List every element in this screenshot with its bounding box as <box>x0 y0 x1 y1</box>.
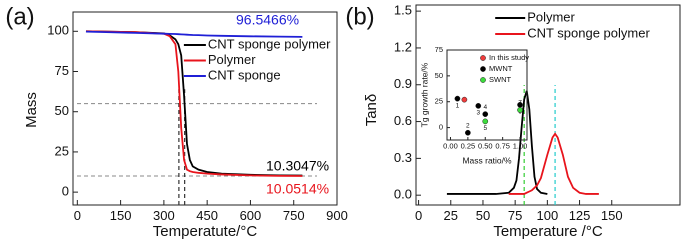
series-line <box>446 90 548 195</box>
y-tick-label: 100 <box>47 23 69 38</box>
point-label: 7 <box>518 100 522 107</box>
y-axis-title: Tanδ <box>363 94 380 127</box>
annotation: 10.3047% <box>266 158 329 174</box>
plot-frame <box>446 49 528 141</box>
x-tick-label: 75 <box>508 208 522 223</box>
legend-label: Polymer <box>527 9 575 24</box>
x-tick-label: 0 <box>74 208 81 223</box>
x-tick-label: 25 <box>444 208 458 223</box>
legend-label: Polymer <box>208 52 256 67</box>
legend-label: In this study <box>489 53 529 62</box>
scatter-point <box>465 129 471 136</box>
x-tick-label: 100 <box>537 208 559 223</box>
scatter-point <box>475 103 482 109</box>
x-tick-label: 0 <box>415 208 422 223</box>
scatter-point <box>482 111 489 117</box>
annotation: 96.5466% <box>236 12 299 28</box>
y-tick-label: 1.5 <box>394 3 412 18</box>
annotation: 10.0514% <box>266 181 329 197</box>
x-tick-label: 300 <box>153 208 175 223</box>
x-axis-title: Temperature /°C <box>493 223 603 240</box>
y-tick-label: 0.0 <box>394 187 412 202</box>
point-label: 4 <box>483 104 487 111</box>
y-axis-title: Tg growth rate/% <box>419 62 429 127</box>
y-tick-label: 0.9 <box>394 76 412 91</box>
legend-swatch <box>480 55 486 61</box>
y-tick-label: 0.3 <box>394 150 412 165</box>
point-label: 3 <box>476 110 480 117</box>
y-tick-label: 0 <box>62 184 69 199</box>
x-tick-label: 0.25 <box>461 142 476 151</box>
x-tick-label: 900 <box>326 208 348 223</box>
y-tick-label: 25 <box>435 97 443 106</box>
x-tick-label: 150 <box>110 208 132 223</box>
legend-swatch <box>480 77 486 83</box>
legend-swatch <box>480 66 486 72</box>
x-tick-label: 50 <box>476 208 490 223</box>
y-tick-label: 50 <box>55 103 69 118</box>
x-tick-label: 0.50 <box>478 142 493 151</box>
y-tick-label: 75 <box>435 45 443 54</box>
point-label: 2 <box>466 122 470 129</box>
x-tick-label: 750 <box>283 208 305 223</box>
legend-label: MWNT <box>489 64 513 73</box>
legend-label: CNT sponge polymer <box>208 36 331 51</box>
x-tick-label: 0.00 <box>443 142 458 151</box>
panel-label: (b) <box>345 3 374 30</box>
scatter-point <box>461 96 468 103</box>
x-axis-title: Mass ratio/% <box>462 155 512 165</box>
x-axis-title: Temperatute/°C <box>153 223 258 240</box>
legend-label: CNT sponge polymer <box>527 25 650 40</box>
point-label: 5 <box>483 125 487 132</box>
plot-frame <box>415 4 681 206</box>
x-tick-label: 125 <box>569 208 591 223</box>
x-tick-label: 600 <box>240 208 262 223</box>
y-tick-label: 25 <box>55 143 69 158</box>
y-axis-title: Mass <box>23 92 40 128</box>
y-tick-label: 75 <box>55 63 69 78</box>
y-tick-label: 50 <box>435 71 443 80</box>
series-line <box>508 132 599 195</box>
x-tick-label: 450 <box>196 208 218 223</box>
plot-frame <box>72 11 338 206</box>
point-label: 1 <box>456 102 460 109</box>
y-tick-label: 0 <box>439 123 443 132</box>
scatter-point <box>482 118 489 125</box>
scatter-point <box>454 95 461 102</box>
scatter-point <box>517 107 523 113</box>
x-tick-label: 0.75 <box>495 142 510 151</box>
legend-label: SWNT <box>489 75 511 84</box>
y-tick-label: 1.2 <box>394 39 412 54</box>
y-tick-label: 0.6 <box>394 113 412 128</box>
panel-label: (a) <box>5 3 34 30</box>
x-tick-label: 150 <box>601 208 623 223</box>
x-tick-label: 1.00 <box>513 142 528 151</box>
series-line <box>85 30 303 38</box>
legend-label: CNT sponge <box>208 67 281 82</box>
